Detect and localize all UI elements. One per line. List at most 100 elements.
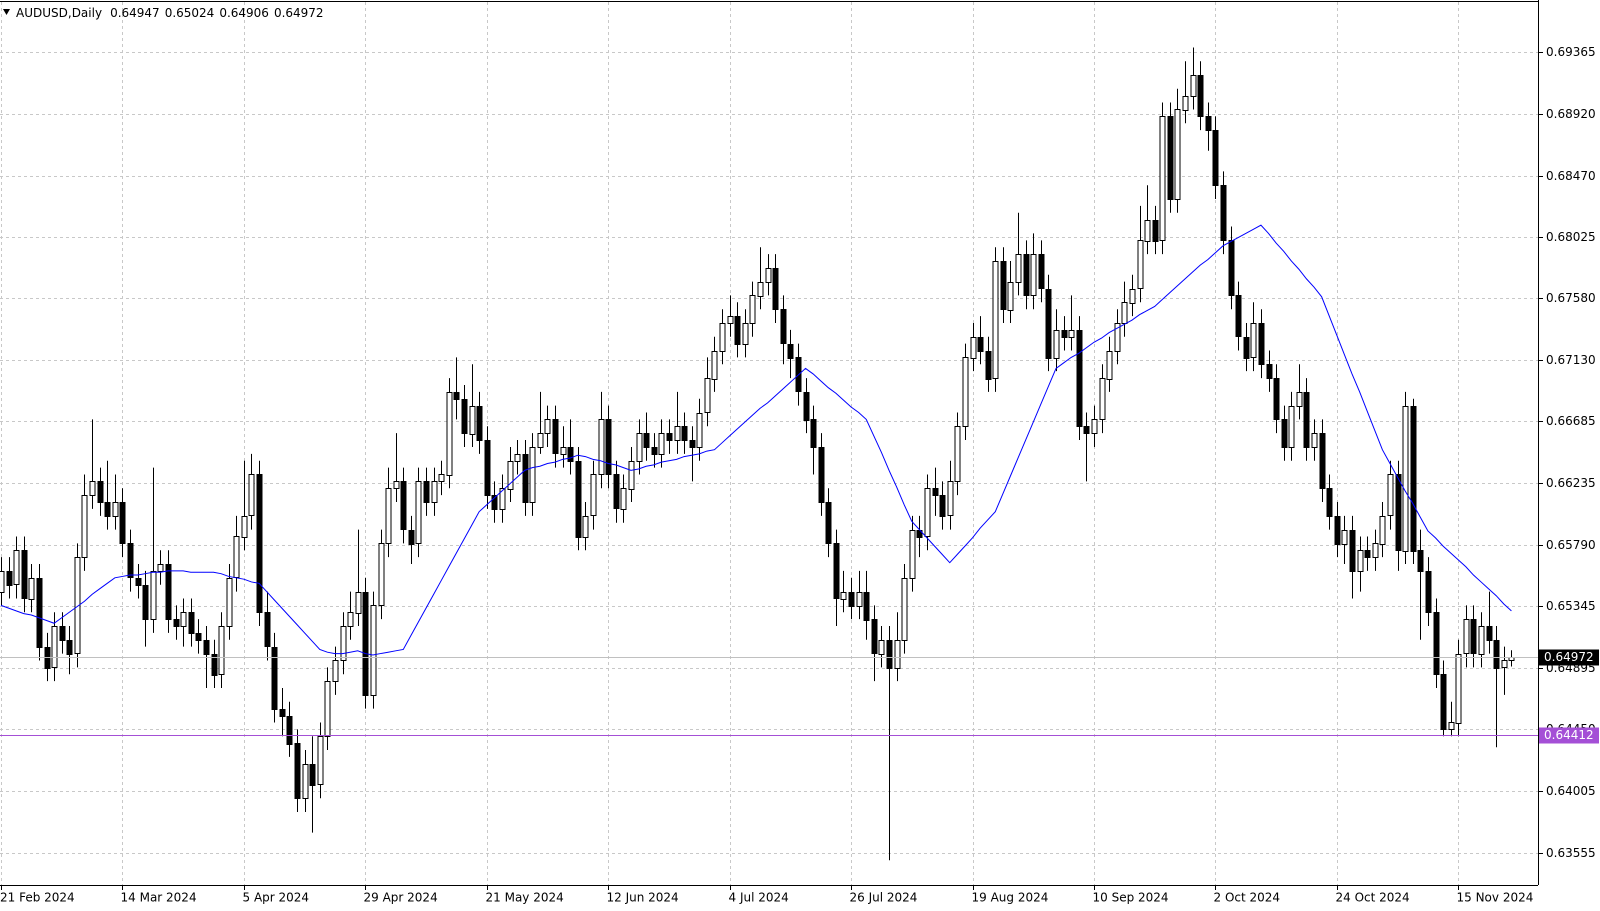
candle-body [400, 481, 407, 530]
candle-body [1417, 550, 1424, 572]
candle-body [886, 640, 893, 669]
candle-body [825, 502, 832, 544]
candle-body [970, 337, 977, 359]
candle-body [1501, 660, 1508, 668]
candle-body [1174, 109, 1181, 200]
candle-body [1197, 75, 1204, 117]
candle-body [544, 419, 551, 434]
candle-body [977, 337, 984, 352]
candle-body [393, 481, 400, 489]
x-tick-label: 12 Jun 2024 [607, 891, 679, 905]
candle-body [1205, 116, 1212, 131]
candle-body [1266, 364, 1273, 379]
candle-body [537, 433, 544, 448]
candle-body [1455, 654, 1462, 724]
candle-body [491, 495, 498, 510]
candle-body [1402, 406, 1409, 552]
candle-body [674, 426, 681, 441]
candle-body [461, 399, 468, 434]
candle-body [787, 344, 794, 359]
moving-average-line [0, 224, 1512, 656]
candle-body [522, 454, 529, 503]
candle-body [438, 474, 445, 482]
candle-body [1250, 323, 1257, 358]
candle-body [362, 592, 369, 696]
candle-body [1319, 433, 1326, 489]
y-tick-label: 0.67130 [1546, 353, 1596, 367]
candle-body [112, 502, 119, 517]
y-tick-label: 0.68025 [1546, 230, 1596, 244]
candle-body [135, 578, 142, 586]
candle-body [947, 481, 954, 516]
candle-body [1258, 323, 1265, 365]
header-high: 0.65024 [165, 6, 215, 20]
candle-body [856, 592, 863, 607]
candle-body [59, 626, 66, 641]
candle-body [180, 612, 187, 627]
candle-body [1121, 302, 1128, 324]
candle-body [233, 536, 240, 578]
candle-body [1144, 220, 1151, 242]
candle-body [894, 640, 901, 669]
candle-body [415, 481, 422, 544]
candle-body [1220, 185, 1227, 241]
collapse-triangle[interactable] [3, 9, 10, 15]
y-tick-label: 0.66235 [1546, 476, 1596, 490]
candle-body [211, 654, 218, 676]
candle-body [666, 433, 673, 441]
candle-body [962, 357, 969, 427]
candle-body [992, 261, 999, 379]
candle-body [1061, 330, 1068, 338]
candle-body [446, 392, 453, 476]
candle-body [810, 419, 817, 448]
candle-body [727, 316, 734, 324]
candle-body [1023, 254, 1030, 296]
header-close: 0.64972 [274, 6, 324, 20]
candle-body [203, 640, 210, 655]
candle-body [552, 419, 559, 454]
candle-body [742, 323, 749, 345]
candle-body [119, 502, 126, 544]
candle-body [13, 550, 20, 585]
candle-body [1190, 75, 1197, 97]
candle-body [1463, 619, 1470, 654]
candle-body [636, 433, 643, 462]
candle-body [840, 592, 847, 600]
candle-body [954, 426, 961, 482]
candle-body [1493, 640, 1500, 669]
header-low: 0.64906 [219, 6, 269, 20]
candle-body [1152, 220, 1159, 242]
candle-body [1433, 612, 1440, 675]
support-price-tag [1539, 727, 1599, 744]
candle-body [241, 516, 248, 538]
candle-body [370, 605, 377, 696]
x-tick-label: 29 Apr 2024 [364, 891, 438, 905]
x-tick-label: 24 Oct 2024 [1336, 891, 1410, 905]
y-tick-label: 0.64005 [1546, 784, 1596, 798]
candle-body [1007, 282, 1014, 311]
candle-body [939, 495, 946, 517]
candle-body [1235, 295, 1242, 337]
candle-body [173, 619, 180, 627]
candle-body [104, 502, 111, 517]
candle-body [74, 557, 81, 654]
candle-body [188, 612, 195, 634]
x-tick-label: 10 Sep 2024 [1093, 891, 1169, 905]
candle-body [985, 351, 992, 380]
candle-body [1091, 419, 1098, 434]
candle-body [294, 743, 301, 799]
candle-body [514, 454, 521, 462]
candle-body [97, 481, 104, 503]
candle-body [340, 626, 347, 661]
x-tick-label: 14 Mar 2024 [121, 891, 197, 905]
y-tick-label: 0.69365 [1546, 45, 1596, 59]
candle-body [66, 640, 73, 655]
candle-body [165, 564, 172, 620]
candle-body [248, 474, 255, 516]
candle-body [150, 571, 157, 620]
candle-body [780, 309, 787, 344]
candle-body [484, 440, 491, 496]
candle-body [582, 516, 589, 538]
